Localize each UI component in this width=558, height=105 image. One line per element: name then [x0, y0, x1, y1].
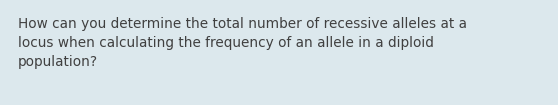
Text: How can you determine the total number of recessive alleles at a
locus when calc: How can you determine the total number o…: [18, 17, 467, 69]
